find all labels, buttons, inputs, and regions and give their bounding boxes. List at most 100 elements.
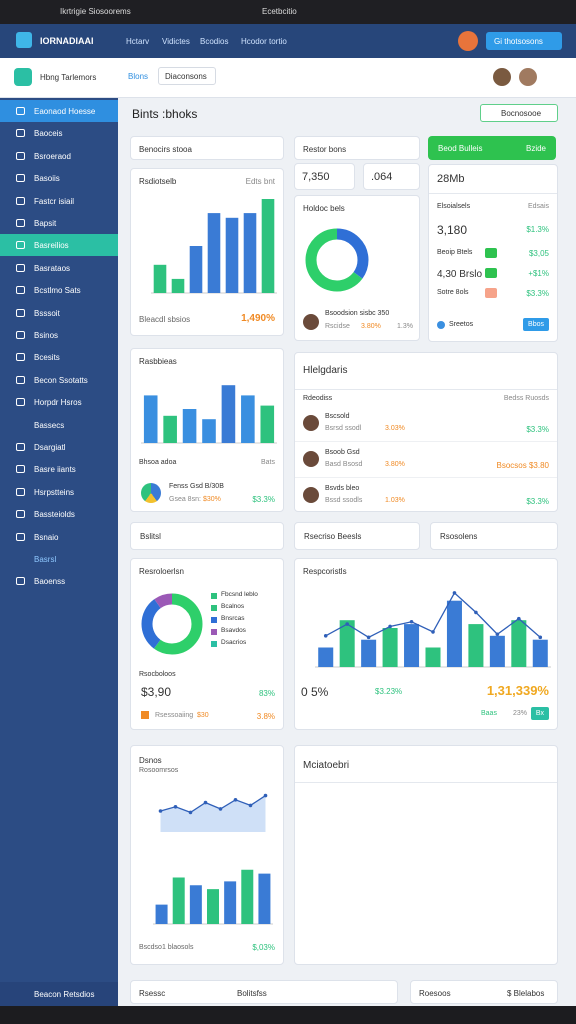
bar <box>243 213 257 293</box>
card-title: Rsdiotselb <box>139 177 177 186</box>
bar <box>425 647 441 667</box>
sidebar-item: Basrataos <box>34 263 71 273</box>
bar <box>225 217 239 293</box>
row-value: +$1% <box>528 269 549 278</box>
pct: 1.3% <box>397 323 413 330</box>
line <box>160 795 266 814</box>
legend-label: Dsacrios <box>221 639 247 646</box>
legend-label: Fbcsnd leblo <box>221 591 258 598</box>
bar <box>224 881 237 924</box>
row-name: Bscsold <box>325 413 350 420</box>
sidebar-item: Baoenss <box>34 577 66 587</box>
input[interactable]: .064 <box>363 163 420 190</box>
header-button[interactable]: Bzide <box>525 144 546 153</box>
bar <box>532 639 548 667</box>
point <box>388 624 392 629</box>
card: Mciatoebri <box>294 745 558 965</box>
dropdown[interactable]: Rsecriso Beesls <box>294 522 420 550</box>
tab[interactable]: Blons <box>128 72 149 81</box>
value: 3,180 <box>437 223 468 237</box>
row-sub: Gsea 8sn: <box>169 496 201 503</box>
donut-chart <box>141 593 203 655</box>
area-chart <box>158 793 268 832</box>
green-header: Beod Bulleis Bzide <box>428 136 556 160</box>
bar-chart <box>151 199 277 294</box>
row: Fenss Gsd B/30B <box>169 483 224 490</box>
point <box>203 800 208 805</box>
header-button[interactable]: Gi thotsosons <box>486 32 562 50</box>
button[interactable]: Bbos <box>523 318 549 331</box>
window-title: Ecetbcitio <box>262 7 297 16</box>
sidebar-icon <box>16 241 25 250</box>
value: 1,490% <box>241 313 275 324</box>
nav[interactable]: Bcodios <box>200 37 229 46</box>
nav[interactable]: Hctarv <box>126 37 150 46</box>
area <box>160 795 266 832</box>
bottom-bar: Rsessc Bolitsfss <box>130 980 398 1004</box>
donut-segment <box>141 593 203 655</box>
input[interactable]: 7,350 <box>294 163 355 190</box>
row-value: 1.03% <box>385 497 405 504</box>
card: Holdoc bels Bsoodsion sisbc 350 Rscidse … <box>294 195 420 341</box>
sidebar-icon <box>16 196 25 205</box>
row-sub: Bssd ssodls <box>325 497 363 504</box>
value: 0 5% <box>301 685 329 699</box>
select[interactable]: Diaconsons <box>158 67 216 85</box>
sidebar-item: Basoiis <box>34 174 60 184</box>
card-title: Hlelgdaris <box>303 365 348 376</box>
tab[interactable]: Ikrtrigie Siosoorems <box>60 7 131 16</box>
sidebar-item: Basreilios <box>0 234 118 257</box>
dropdown[interactable]: Rsosolens <box>430 522 558 550</box>
point <box>173 805 178 809</box>
bar <box>260 405 275 443</box>
bar <box>339 620 355 667</box>
bottom-bar: Roesoos $ Blelabos <box>410 980 558 1004</box>
bar <box>261 199 275 293</box>
avatar <box>303 451 319 467</box>
avatar <box>303 415 319 431</box>
divider <box>295 782 557 783</box>
avatar[interactable] <box>458 31 478 51</box>
button[interactable]: Bx <box>530 707 549 720</box>
bottom-text: Rsessc <box>139 989 166 998</box>
sidebar-item: Eaonaod Hoesse <box>0 100 118 122</box>
sidebar-icon <box>16 443 25 451</box>
search[interactable]: Bocnosooe <box>480 104 558 122</box>
icon <box>141 483 161 503</box>
pct: 83% <box>258 689 275 698</box>
donut-segment <box>141 593 203 655</box>
row-pct: $3.3% <box>252 495 275 504</box>
bar <box>202 419 216 443</box>
avatar <box>303 487 319 503</box>
bar <box>189 885 202 924</box>
legend-label: Bsavdos <box>221 627 246 634</box>
dropdown[interactable]: Benocirs stooa <box>130 136 284 160</box>
legend-swatch <box>211 641 217 647</box>
bar <box>171 278 185 293</box>
dropdown[interactable]: Bslitsl <box>130 522 284 550</box>
avatar[interactable] <box>493 68 511 86</box>
bar <box>182 409 197 443</box>
point <box>345 622 349 626</box>
row-label: 4,30 Brslo <box>437 269 483 280</box>
sidebar-item: Bcstlmo Sats <box>34 286 81 296</box>
avatar[interactable] <box>519 68 537 86</box>
app-name: Hbng Tarlemors <box>40 73 97 82</box>
sidebar-item: Bsroeraod <box>34 151 71 161</box>
nav[interactable]: Hcodor tortio <box>241 37 287 46</box>
bar <box>163 415 177 443</box>
bar <box>241 869 254 924</box>
point <box>474 610 478 615</box>
pill <box>485 248 497 258</box>
nav[interactable]: Vidictes <box>162 37 190 46</box>
card: Rasbbieas Bhsoa adoa Bats Fenss Gsd B/30… <box>130 348 284 512</box>
sidebar-icon <box>16 151 25 160</box>
sidebar-icon <box>16 532 25 541</box>
legend-label: Bcalnos <box>221 603 245 610</box>
bottom-text: Bolitsfss <box>237 989 267 998</box>
divider <box>295 477 557 478</box>
bar <box>241 395 255 443</box>
card-title: Resroloerlsn <box>139 567 184 576</box>
bar <box>382 628 398 667</box>
